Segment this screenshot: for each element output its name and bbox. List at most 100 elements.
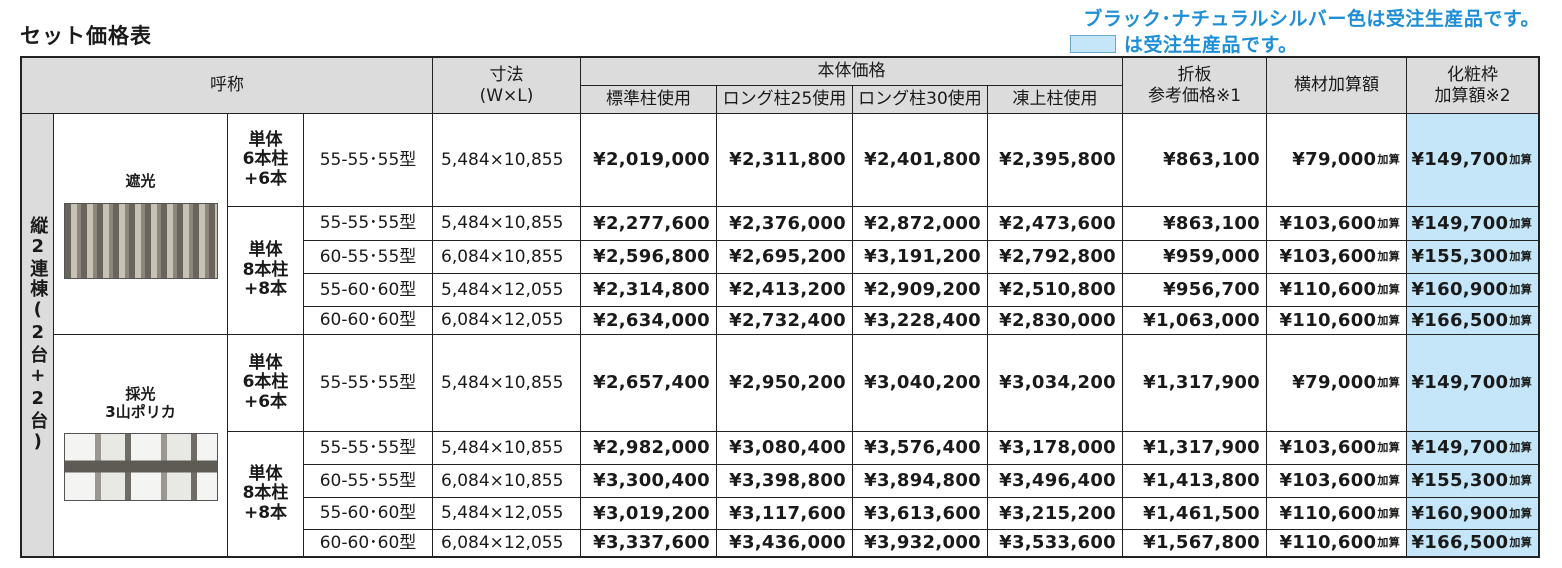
cell-dimensions-value: 5,484×10,855 [441,213,564,234]
cell-type: 60-60･60型 [304,307,433,335]
cell-price-long25-value: ¥2,311,800 [729,149,846,171]
cell-price-toujo-value: ¥3,034,200 [999,372,1116,394]
header-sunpo-label: 寸法 [489,65,524,86]
cell-type-value: 60-60･60型 [319,532,417,553]
cell-price-standard: ¥3,019,200 [581,498,717,530]
cell-price-standard: ¥2,657,400 [581,335,717,432]
cell-price-standard-value: ¥2,596,800 [593,246,710,268]
cell-kesho-value: ¥160,900 [1411,502,1509,524]
kasan-suffix: 加算 [1377,376,1400,390]
page-title: セット価格表 [20,24,152,48]
cell-price-toujo-value: ¥2,473,600 [999,212,1116,234]
cell-type-value: 60-60･60型 [319,310,417,331]
cell-price-oriita-value: ¥863,100 [1163,149,1260,171]
cell-price-oriita-value: ¥1,413,800 [1143,470,1260,492]
cell-price-long25: ¥3,436,000 [717,530,853,556]
cell-price-toujo-value: ¥3,178,000 [999,437,1116,459]
kasan-suffix: 加算 [1509,376,1532,390]
cell-price-toujo: ¥3,496,400 [988,465,1123,498]
cell-dimensions-value: 6,084×10,855 [441,246,564,267]
cell-dimensions: 6,084×12,055 [433,530,581,556]
cell-type: 60-60･60型 [304,530,433,556]
cell-price-toujo-value: ¥3,496,400 [999,470,1116,492]
cell-price-oriita: ¥1,317,900 [1123,432,1267,465]
unit-line: +6本 [243,391,288,412]
header-toujo: 凍上柱使用 [988,86,1123,114]
cell-type: 55-55･55型 [304,207,433,241]
cell-price-standard: ¥3,300,400 [581,465,717,498]
header-yobi: 呼称 [22,58,433,114]
kasan-suffix: 加算 [1377,250,1400,264]
unit-line: 単体 [248,129,283,150]
kasan-suffix: 加算 [1377,536,1400,550]
cell-price-long30: ¥3,191,200 [853,241,988,274]
cell-price-standard-value: ¥2,634,000 [593,309,710,331]
kasan-suffix: 加算 [1377,506,1400,520]
cell-price-toujo-value: ¥3,215,200 [999,502,1116,524]
cell-price-long25-value: ¥3,117,600 [729,502,846,524]
unit-line: 8本柱 [242,483,289,504]
cell-kesho-value: ¥155,300 [1411,246,1509,268]
cell-price-long25-value: ¥3,436,000 [729,532,846,554]
cell-price-oriita: ¥863,100 [1123,114,1267,207]
unit-line: +8本 [243,279,288,300]
header-yokozai: 横材加算額 [1267,58,1407,114]
unit-6pillar: 単体 6本柱 +6本 [228,114,304,207]
cell-price-toujo: ¥3,215,200 [988,498,1123,530]
kasan-suffix: 加算 [1509,283,1532,297]
color-legend-note: は受注生産品です。 [1070,30,1298,57]
section-saiko: 採光 3山ポリカ [54,335,228,556]
cell-price-oriita: ¥863,100 [1123,207,1267,241]
cell-price-long30-value: ¥3,040,200 [864,372,981,394]
cell-type-value: 55-55･55型 [319,437,417,458]
cell-yokozai-value: ¥103,600 [1279,212,1377,234]
kasan-suffix: 加算 [1377,313,1400,327]
kasan-suffix: 加算 [1377,153,1400,167]
cell-price-toujo-value: ¥2,395,800 [999,149,1116,171]
cell-price-long30-value: ¥2,909,200 [864,279,981,301]
cell-price-long25: ¥3,117,600 [717,498,853,530]
cell-price-toujo: ¥3,178,000 [988,432,1123,465]
kasan-suffix: 加算 [1509,216,1532,230]
unit-line: +6本 [243,168,288,189]
cell-price-oriita: ¥1,317,900 [1123,335,1267,432]
header-std: 標準柱使用 [581,86,717,114]
unit-line: 8本柱 [242,259,289,280]
cell-type: 60-55･55型 [304,241,433,274]
cell-price-oriita-value: ¥1,063,000 [1143,309,1260,331]
kasan-suffix: 加算 [1509,313,1532,327]
cell-type: 55-55･55型 [304,114,433,207]
cell-dimensions: 5,484×12,055 [433,498,581,530]
cell-kesho-value: ¥166,500 [1411,532,1509,554]
cell-kesho: ¥149,700 加算 [1407,335,1538,432]
section-name-2: 3山ポリカ [105,403,176,421]
cell-dimensions: 6,084×12,055 [433,307,581,335]
cell-price-long25-value: ¥2,695,200 [729,246,846,268]
cell-price-long25: ¥2,695,200 [717,241,853,274]
cell-price-toujo-value: ¥2,830,000 [999,309,1116,331]
cell-yokozai-value: ¥110,600 [1279,279,1377,301]
cell-dimensions-value: 6,084×10,855 [441,470,564,491]
cell-dimensions-value: 5,484×12,055 [441,503,564,524]
cell-price-oriita-value: ¥956,700 [1163,279,1260,301]
header-hontai: 本体価格 [581,58,1123,86]
unit-line: +8本 [243,502,288,523]
cell-price-standard-value: ¥3,300,400 [593,470,710,492]
legend-text: は受注生産品です。 [1124,34,1298,56]
header-oriita-l2: 参考価格※1 [1147,85,1242,106]
cell-yokozai: ¥110,600 加算 [1267,530,1407,556]
unit-8pillar: 単体 8本柱 +8本 [228,207,304,335]
cell-kesho: ¥155,300 加算 [1407,465,1538,498]
cell-kesho-value: ¥149,700 [1411,149,1509,171]
cell-kesho-value: ¥149,700 [1411,437,1509,459]
header-kesho-l1: 化粧枠 [1447,65,1498,86]
cell-kesho: ¥166,500 加算 [1407,307,1538,335]
product-photo-saiko [64,433,218,501]
cell-price-long25: ¥2,950,200 [717,335,853,432]
cell-price-toujo-value: ¥2,510,800 [999,279,1116,301]
cell-price-standard-value: ¥2,314,800 [593,279,710,301]
cell-yokozai: ¥110,600 加算 [1267,498,1407,530]
cell-price-oriita: ¥956,700 [1123,274,1267,307]
cell-price-long25-value: ¥2,413,200 [729,279,846,301]
cell-price-standard-value: ¥3,019,200 [593,502,710,524]
